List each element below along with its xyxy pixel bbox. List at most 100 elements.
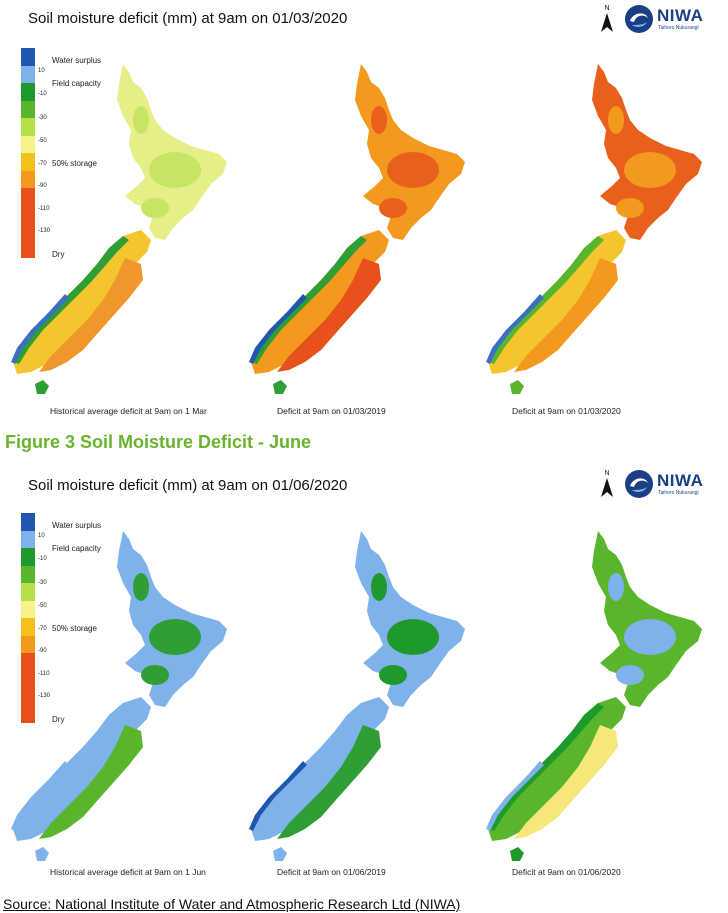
south-island-region — [39, 258, 143, 372]
niwa-wordmark: NIWA — [657, 6, 704, 25]
map-caption: Historical average deficit at 9am on 1 J… — [50, 867, 206, 877]
northland-region — [133, 573, 149, 601]
north-island-region — [141, 665, 169, 685]
legend-swatch — [21, 205, 35, 258]
nz-map — [11, 531, 227, 861]
legend-tick: -130 — [38, 693, 51, 699]
north-arrow-icon: N — [601, 5, 613, 32]
legend-swatch — [21, 118, 35, 136]
north-island-region — [149, 619, 201, 655]
northland-region — [371, 106, 387, 134]
legend-swatch — [21, 670, 35, 723]
legend: 10 -10 -30 -50 -70 -90 -110 -130 Water s… — [21, 513, 131, 728]
west-coast-region — [251, 703, 367, 831]
panel-title: Soil moisture deficit (mm) at 9am on 01/… — [28, 477, 348, 494]
north-island-region — [624, 152, 676, 188]
map-caption: Historical average deficit at 9am on 1 M… — [50, 406, 207, 416]
stewart-island — [273, 847, 287, 861]
niwa-tagline: Taihoro Nukurangi — [658, 490, 699, 496]
nz-map — [249, 64, 465, 394]
north-island-region — [149, 152, 201, 188]
legend-swatch — [21, 100, 35, 118]
legend-swatch — [21, 530, 35, 548]
legend-tick: -90 — [38, 183, 47, 189]
north-island-region — [624, 619, 676, 655]
legend-label-dry: Dry — [52, 250, 65, 259]
south-island — [488, 230, 626, 374]
north-island — [592, 64, 702, 240]
legend-tick: -130 — [38, 228, 51, 234]
fiordland-region — [11, 761, 69, 831]
south-island-region — [514, 725, 618, 839]
legend-tick: -30 — [38, 115, 47, 121]
stewart-island — [35, 847, 49, 861]
map-caption: Deficit at 9am on 01/06/2020 — [512, 867, 621, 877]
south-island-region — [514, 258, 618, 372]
source-note: Source: National Institute of Water and … — [3, 896, 460, 912]
legend-swatch — [21, 83, 35, 101]
legend: 10 -10 -30 -50 -70 -90 -110 -130 Water s… — [21, 48, 131, 263]
legend-tick: -70 — [38, 626, 47, 632]
fiordland-region — [249, 761, 307, 831]
legend-label-50-storage: 50% storage — [52, 159, 97, 168]
north-island-region — [387, 619, 439, 655]
legend-tick: -110 — [38, 671, 50, 677]
legend-swatch — [21, 600, 35, 618]
south-island — [251, 230, 389, 374]
map-caption: Deficit at 9am on 01/03/2019 — [277, 406, 386, 416]
south-island-region — [277, 258, 381, 372]
legend-tick: 10 — [38, 68, 45, 74]
niwa-logo: NIWA Taihoro Nukurangi — [624, 469, 716, 499]
stewart-island — [273, 380, 287, 394]
legend-label-field-capacity: Field capacity — [52, 79, 101, 88]
legend-swatch — [21, 635, 35, 653]
source-text: National Institute of Water and Atmosphe… — [51, 896, 461, 912]
source-label: Source: — [3, 896, 52, 912]
west-coast-region — [251, 236, 367, 364]
legend-label-field-capacity: Field capacity — [52, 544, 101, 553]
fiordland-region — [249, 294, 307, 364]
south-island — [488, 697, 626, 841]
north-island-region — [141, 198, 169, 218]
legend-swatch — [21, 188, 35, 206]
legend-tick: -30 — [38, 580, 47, 586]
niwa-tagline: Taihoro Nukurangi — [658, 25, 699, 31]
legend-label-water-surplus: Water surplus — [52, 56, 102, 65]
south-island — [251, 697, 389, 841]
panel-title: Soil moisture deficit (mm) at 9am on 01/… — [28, 10, 348, 27]
legend-tick: -110 — [38, 206, 50, 212]
northland-region — [608, 106, 624, 134]
northland-region — [608, 573, 624, 601]
svg-text:N: N — [604, 470, 609, 477]
map-caption: Deficit at 9am on 01/06/2019 — [277, 867, 386, 877]
legend-swatch — [21, 548, 35, 566]
legend-label-dry: Dry — [52, 715, 65, 724]
north-island — [117, 531, 227, 707]
legend-swatch — [21, 153, 35, 171]
north-island-region — [616, 198, 644, 218]
nz-map — [486, 64, 702, 394]
legend-swatch — [21, 565, 35, 583]
south-island — [13, 697, 151, 841]
north-island-region — [379, 198, 407, 218]
legend-label-water-surplus: Water surplus — [52, 521, 102, 530]
fiordland-region — [11, 294, 69, 364]
fiordland-region — [486, 761, 544, 831]
legend-swatch — [21, 618, 35, 636]
west-coast-region — [488, 236, 604, 364]
legend-swatch — [21, 170, 35, 188]
nz-map — [486, 531, 702, 861]
northland-region — [371, 573, 387, 601]
stewart-island — [510, 847, 524, 861]
figure-heading: Figure 3 Soil Moisture Deficit - June — [5, 432, 312, 452]
north-island — [355, 64, 465, 240]
fiordland-region — [486, 294, 544, 364]
north-island — [592, 531, 702, 707]
niwa-swirl-icon — [625, 470, 653, 498]
map-caption: Deficit at 9am on 01/03/2020 — [512, 406, 621, 416]
legend-swatch — [21, 135, 35, 153]
legend-tick: -50 — [38, 603, 47, 609]
west-coast-region — [13, 236, 129, 364]
north-island — [355, 531, 465, 707]
legend-swatches — [21, 48, 35, 258]
